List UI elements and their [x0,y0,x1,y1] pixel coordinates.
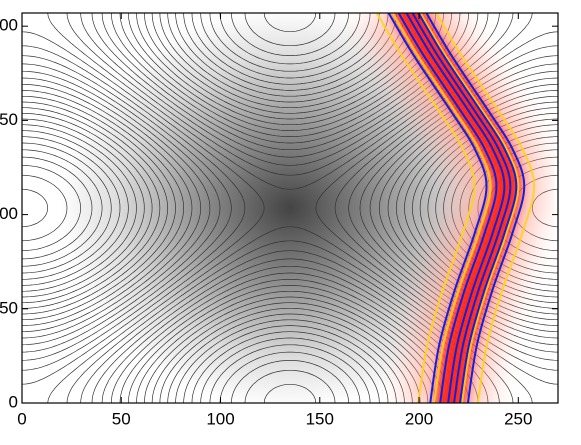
blue-trajectory [417,13,518,403]
yellow-trajectory [419,13,520,403]
blue-trajectory [397,13,498,403]
blue-trajectory [411,13,512,403]
contour-line [183,13,397,403]
x-tick-label: 0 [17,409,26,428]
yellow-trajectory [391,13,492,403]
blue-trajectory [405,13,506,403]
contour-line [22,149,558,267]
y-tick-label: 0 [9,392,18,411]
contour-line [209,13,371,403]
y-tick-label: 50 [0,298,18,317]
x-tick-label: 50 [112,409,131,428]
plot-area [22,13,558,403]
blue-trajectory [425,13,526,403]
contour-line [244,13,336,403]
x-tick-label: 100 [206,409,234,428]
yellow-trajectory [375,13,476,403]
y-tick-label: 100 [0,204,18,223]
band-core [391,13,522,403]
yellow-trajectory [435,13,536,403]
y-tick-label: 200 [0,16,18,35]
plot-frame [21,12,559,404]
x-tick-label: 200 [405,409,433,428]
contour-line [231,13,349,403]
x-tick-label: 250 [504,409,532,428]
blue-trajectory [387,13,488,403]
contour-line [200,13,380,403]
x-tick-label: 150 [306,409,334,428]
y-tick-label: 150 [0,110,18,129]
